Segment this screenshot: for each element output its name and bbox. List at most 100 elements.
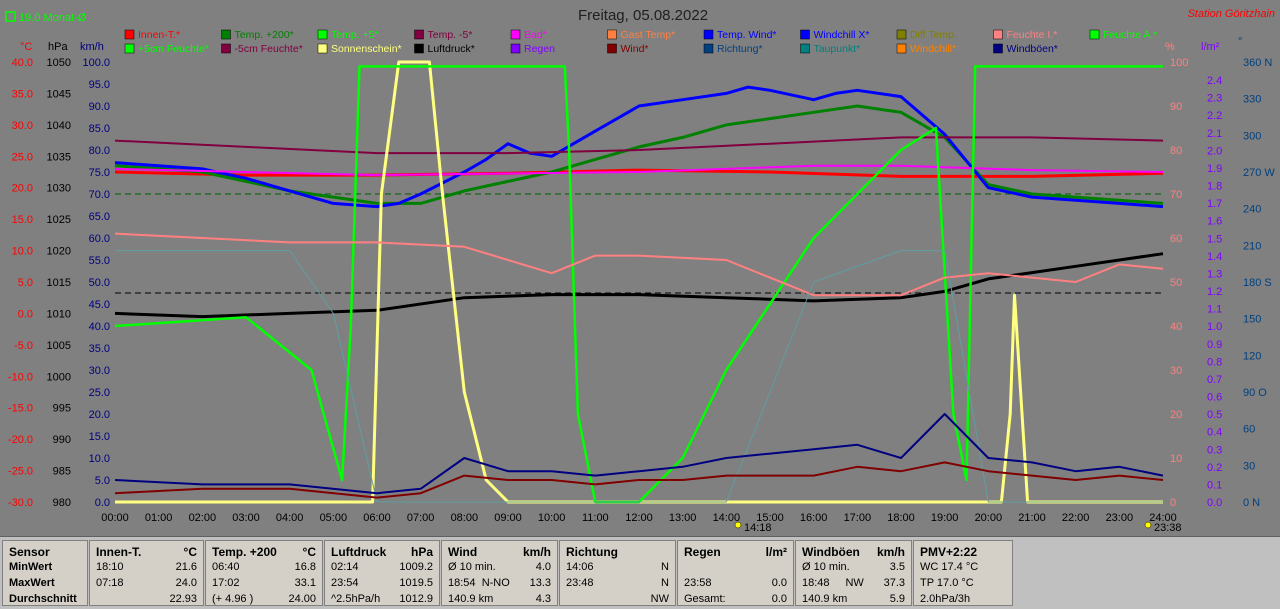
- legend-label: Richtung*: [717, 43, 763, 55]
- stats-row: Ø 10 min. 4.0: [448, 561, 551, 575]
- stats-unit: km/h: [876, 545, 905, 559]
- time-tick-label: 10:00: [538, 512, 566, 524]
- stats-row: 17:02 33.1: [212, 577, 316, 591]
- month-avg-label: 19.0 Monat-Ø: [19, 12, 87, 24]
- legend-label: Innen-T.*: [138, 29, 180, 41]
- pressure-tick-label: 980: [53, 497, 71, 509]
- stats-value: 24.0: [175, 577, 197, 589]
- stats-value: 0.0: [771, 577, 787, 589]
- direction-tick-label: 0 N: [1243, 497, 1260, 509]
- stats-time: 18:48: [802, 577, 830, 589]
- stats-value: 21.6: [175, 561, 197, 573]
- legend-swatch: [221, 43, 231, 54]
- stats-value: 4.3: [535, 593, 551, 605]
- stats-row: 140.9 km 4.3: [448, 593, 551, 607]
- legend-label: Windchill*: [910, 43, 956, 55]
- stats-header: Innen-T.: [96, 545, 142, 559]
- legend-swatch: [800, 29, 810, 40]
- legend-swatch: [993, 43, 1003, 54]
- stats-time: 23:54: [331, 577, 359, 589]
- time-tick-label: 20:00: [975, 512, 1003, 524]
- series-temp-5: [114, 136, 1164, 155]
- legend-swatch: [124, 43, 135, 54]
- percent-tick-label: 40: [1170, 321, 1182, 333]
- time-tick-label: 11:00: [582, 512, 609, 524]
- stats-header: Richtung: [566, 545, 618, 559]
- time-tick-label: 22:00: [1062, 512, 1090, 524]
- time-tick-label: 23:00: [1106, 512, 1134, 524]
- time-tick-label: 17:00: [844, 512, 872, 524]
- pressure-tick-label: 1030: [47, 183, 71, 195]
- rain-tick-label: 2.2: [1207, 110, 1222, 122]
- stats-value: 1009.2: [399, 561, 433, 573]
- speed-tick-label: 60.0: [89, 233, 110, 245]
- stats-panel-innen: Innen-T. °C 18:10 21.6 07:18 24.0 22.93: [89, 540, 204, 606]
- speed-tick-label: 70.0: [89, 189, 110, 201]
- series-windb-en: [114, 413, 1164, 495]
- axes-group: 40.0 35.0 30.0 25.0 20.0 15.0 10.0 5.0 0.0 -5.0 -1…: [8, 36, 1275, 534]
- stats-row: 18:10 21.6: [96, 561, 197, 575]
- temp-tick-label: -20.0: [8, 434, 33, 446]
- stats-row: 07:18 24.0: [96, 577, 197, 591]
- time-tick-label: 05:00: [320, 512, 348, 524]
- stats-value: N: [661, 577, 669, 589]
- legend-swatch: [607, 29, 617, 40]
- pressure-tick-label: 1000: [47, 371, 71, 383]
- legend-label: Taupunkt*: [814, 43, 861, 55]
- percent-tick-label: 10: [1170, 453, 1182, 465]
- legend-label: Wind*: [621, 43, 649, 55]
- speed-tick-label: 30.0: [89, 365, 110, 377]
- time-tick-label: 08:00: [451, 512, 479, 524]
- percent-tick-label: 90: [1170, 101, 1182, 113]
- stats-time: 140.9 km: [802, 593, 848, 605]
- stats-row: Gesamt: 0.0: [684, 593, 787, 607]
- time-tick-label: 21:00: [1018, 512, 1046, 524]
- legend-label: Luftdruck*: [428, 43, 475, 55]
- legend-swatch: [1089, 29, 1100, 40]
- rain-tick-label: 2.4: [1207, 75, 1222, 87]
- stats-time: 18:10: [96, 561, 124, 573]
- stats-row: TP 17.0 °C: [920, 577, 1006, 591]
- pressure-tick-label: 1020: [47, 246, 71, 258]
- stats-row: Durchschnitt: [9, 593, 81, 607]
- direction-tick-label: 270 W: [1243, 167, 1275, 179]
- percent-tick-label: 20: [1170, 409, 1182, 421]
- series-feuchte-i: [114, 232, 1164, 297]
- legend-label: Windchill X*: [814, 29, 870, 41]
- legend-label: Gast Temp*: [621, 29, 676, 41]
- time-tick-label: 12:00: [625, 512, 653, 524]
- speed-tick-label: 35.0: [89, 343, 110, 355]
- pressure-tick-label: 990: [53, 434, 71, 446]
- stats-unit: °C: [302, 545, 316, 559]
- speed-tick-label: 90.0: [89, 101, 110, 113]
- chart-area: 40.0 35.0 30.0 25.0 20.0 15.0 10.0 5.0 0.0 -5.0 -1…: [0, 0, 1280, 536]
- legend-label: Regen: [524, 43, 555, 55]
- percent-tick-label: 0: [1170, 497, 1176, 509]
- direction-tick-label: 330: [1243, 94, 1261, 106]
- legend-swatch: [896, 43, 907, 54]
- legend-swatch: [414, 43, 424, 54]
- sunset-icon: [1144, 521, 1152, 529]
- legend-swatch: [607, 43, 617, 54]
- stats-unit: km/h: [522, 545, 551, 559]
- stats-value: 4.0: [535, 561, 551, 573]
- direction-tick-label: 360 N: [1243, 57, 1272, 69]
- sunrise-label: 14:18: [744, 522, 772, 534]
- stats-header: Windböen: [802, 545, 860, 559]
- legend-label: Temp. -5*: [428, 29, 473, 41]
- stats-time: Gesamt:: [684, 593, 726, 605]
- speed-tick-label: 40.0: [89, 321, 110, 333]
- series-temp-200: [114, 104, 1164, 205]
- series-group: [114, 60, 1164, 504]
- rain-tick-label: 1.2: [1207, 286, 1222, 298]
- rain-tick-label: 1.7: [1207, 198, 1222, 210]
- direction-tick-label: 120: [1243, 350, 1261, 362]
- rain-tick-label: 0.8: [1207, 356, 1222, 368]
- speed-tick-label: 75.0: [89, 167, 110, 179]
- stats-time: 17:02: [212, 577, 240, 589]
- stats-row-label: Durchschnitt: [9, 593, 77, 605]
- plot-background: [112, 62, 1164, 502]
- stats-time: 14:06: [566, 561, 594, 573]
- temp-tick-label: -5.0: [14, 340, 33, 352]
- temp-tick-label: 0.0: [18, 308, 33, 320]
